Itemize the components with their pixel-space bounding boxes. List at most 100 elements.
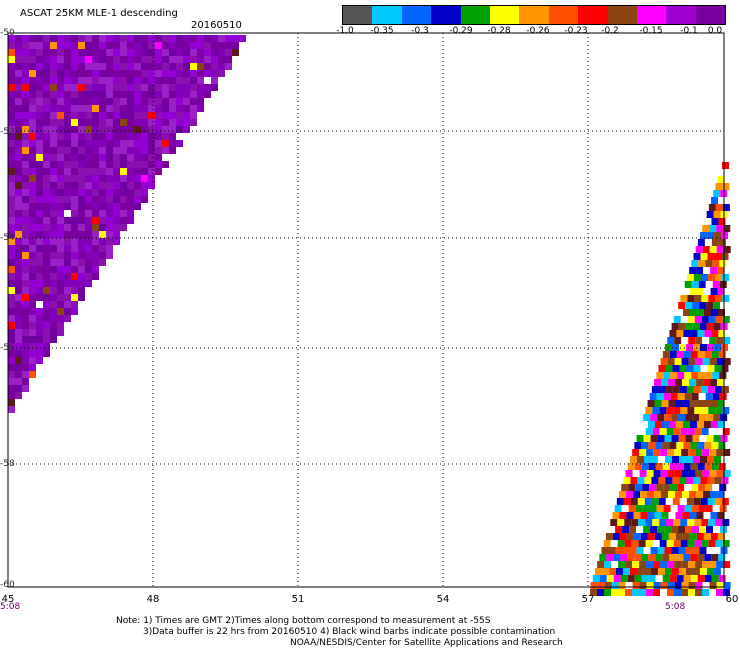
data-cell	[64, 231, 71, 238]
data-cell	[85, 266, 92, 273]
data-cell	[71, 231, 78, 238]
data-cell	[717, 533, 725, 540]
data-cell	[718, 197, 726, 204]
data-cell	[620, 554, 628, 561]
data-cell	[183, 112, 190, 119]
data-cell	[627, 463, 635, 470]
data-cell	[672, 386, 680, 393]
lon-label: 45	[1, 594, 15, 605]
data-cell	[661, 421, 669, 428]
colorbar-label: -0.28	[487, 26, 511, 36]
data-cell	[667, 337, 675, 344]
data-cell	[64, 112, 71, 119]
data-cell	[36, 56, 43, 63]
data-cell	[155, 126, 162, 133]
data-cell	[645, 428, 653, 435]
data-cell	[610, 519, 618, 526]
data-cell	[113, 49, 120, 56]
data-cell	[714, 386, 722, 393]
data-cell	[78, 266, 85, 273]
data-cell	[702, 337, 710, 344]
data-cell	[645, 540, 653, 547]
data-cell	[699, 323, 707, 330]
data-cell	[695, 561, 703, 568]
data-cell	[85, 224, 92, 231]
data-cell	[8, 70, 15, 77]
data-cell	[106, 231, 113, 238]
data-cell	[622, 568, 630, 575]
data-cell	[120, 35, 127, 42]
data-cell	[668, 512, 676, 519]
data-cell	[183, 42, 190, 49]
data-cell	[99, 196, 106, 203]
data-cell	[106, 63, 113, 70]
data-cell	[651, 386, 659, 393]
data-cell	[22, 343, 29, 350]
data-cell	[92, 210, 99, 217]
data-cell	[64, 49, 71, 56]
data-cell	[22, 133, 29, 140]
data-cell	[29, 210, 36, 217]
data-cell	[705, 260, 713, 267]
data-cell	[8, 287, 15, 294]
data-cell	[148, 56, 155, 63]
data-cell	[712, 281, 720, 288]
data-cell	[706, 456, 714, 463]
data-cell	[671, 323, 679, 330]
data-cell	[604, 561, 612, 568]
data-cell	[712, 484, 720, 491]
data-cell	[8, 91, 15, 98]
data-cell	[162, 98, 169, 105]
data-cell	[692, 435, 700, 442]
data-cell	[713, 526, 721, 533]
note-line-2: 3)Data buffer is 22 hrs from 20160510 4)…	[143, 627, 556, 637]
data-cell	[652, 407, 660, 414]
data-cell	[691, 393, 699, 400]
data-cell	[57, 196, 64, 203]
data-cell	[701, 295, 709, 302]
data-cell	[127, 112, 134, 119]
data-cell	[711, 463, 719, 470]
data-cell	[29, 294, 36, 301]
data-cell	[643, 526, 651, 533]
data-cell	[29, 77, 36, 84]
colorbar-label: -0.15	[639, 26, 663, 36]
data-cell	[15, 91, 22, 98]
data-cell	[718, 218, 726, 225]
data-cell	[134, 196, 141, 203]
data-cell	[92, 147, 99, 154]
data-cell	[50, 91, 57, 98]
data-cell	[666, 540, 674, 547]
data-cell	[127, 147, 134, 154]
data-cell	[113, 84, 120, 91]
data-cell	[64, 273, 71, 280]
data-cell	[155, 56, 162, 63]
data-cell	[85, 161, 92, 168]
data-cell	[29, 35, 36, 42]
data-cell	[43, 245, 50, 252]
data-cell	[665, 365, 673, 372]
data-cell	[705, 281, 713, 288]
data-cell	[57, 56, 64, 63]
data-cell	[43, 98, 50, 105]
data-cell	[162, 49, 169, 56]
data-cell	[141, 161, 148, 168]
data-cell	[22, 273, 29, 280]
data-cell	[99, 42, 106, 49]
data-cell	[64, 203, 71, 210]
data-cell	[120, 112, 127, 119]
data-cell	[148, 77, 155, 84]
data-cell	[29, 329, 36, 336]
data-cell	[707, 365, 715, 372]
data-cell	[113, 77, 120, 84]
data-cell	[680, 540, 688, 547]
data-cell	[681, 561, 689, 568]
data-cell	[113, 35, 120, 42]
data-cell	[8, 273, 15, 280]
data-cell	[141, 119, 148, 126]
data-cell	[155, 168, 162, 175]
data-cell	[106, 140, 113, 147]
data-cell	[71, 245, 78, 252]
data-cell	[681, 358, 689, 365]
data-cell	[99, 98, 106, 105]
